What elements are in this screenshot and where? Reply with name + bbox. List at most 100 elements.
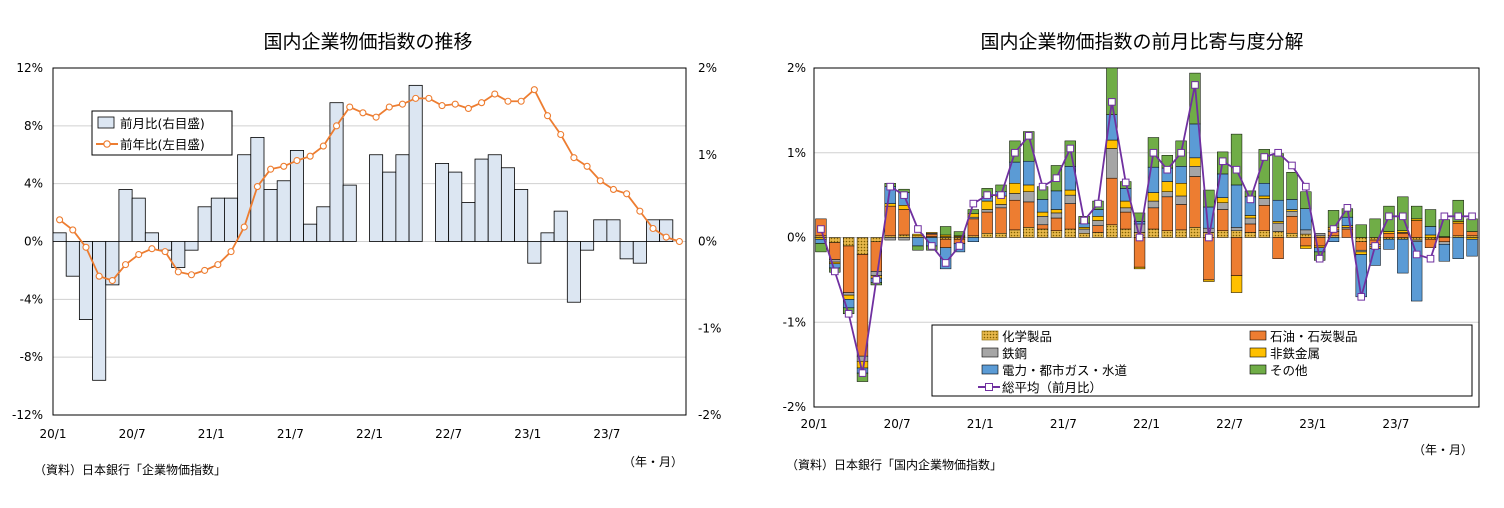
right-bar-segment xyxy=(842,292,855,296)
right-bar-segment xyxy=(1175,166,1187,184)
right-bar-segment xyxy=(1438,241,1451,245)
right-bar-segment xyxy=(1189,176,1201,228)
right-bar-segment xyxy=(1438,244,1451,262)
right-line-marker xyxy=(1440,212,1449,221)
right-bar-segment xyxy=(912,237,924,247)
right-bar-segment xyxy=(1466,237,1478,240)
left-ytick-right: 2% xyxy=(698,61,717,75)
right-bar-segment xyxy=(939,238,952,248)
left-line-marker xyxy=(464,104,472,113)
left-line-marker xyxy=(187,271,196,279)
right-bar-segment xyxy=(926,233,938,237)
right-line-marker xyxy=(1232,165,1241,174)
right-bar-segment xyxy=(1203,189,1215,208)
right-bar-segment xyxy=(1078,233,1090,238)
left-bar xyxy=(92,241,107,381)
right-bar-segment xyxy=(884,237,896,241)
left-legend-box xyxy=(91,110,233,156)
left-xtick: 20/1 xyxy=(40,427,67,441)
right-line-marker xyxy=(969,199,978,208)
right-line-marker xyxy=(1218,157,1227,166)
right-bar-segment xyxy=(1424,234,1437,238)
right-bar-segment xyxy=(1050,212,1063,219)
right-stacked-bars xyxy=(815,67,1478,382)
right-bar-segment xyxy=(829,237,841,243)
left-ytick-right: 1% xyxy=(698,148,717,162)
left-line-marker xyxy=(623,190,631,198)
right-chart: 国内企業物価指数の前月比寄与度分解 2%1%0%-1%-2% 20/1 20/7 2… xyxy=(783,31,1480,472)
left-xtick: 20/7 xyxy=(119,427,146,441)
right-bar-segment xyxy=(1120,228,1132,238)
right-bar-segment xyxy=(884,235,896,238)
left-line-marker xyxy=(570,154,578,162)
right-line-marker xyxy=(1205,233,1213,242)
left-line-marker xyxy=(240,223,248,231)
right-bar-segment xyxy=(1286,171,1298,200)
right-bar-segment xyxy=(981,209,993,213)
right-line-marker xyxy=(1011,148,1019,157)
right-bar-segment xyxy=(1147,192,1160,202)
right-line-marker xyxy=(941,259,950,267)
left-bar xyxy=(435,163,450,242)
left-line-marker xyxy=(56,216,64,224)
right-bar-segment xyxy=(1452,221,1464,224)
left-bar xyxy=(448,171,463,242)
left-line-marker xyxy=(148,245,156,253)
right-bar-segment xyxy=(1438,237,1451,242)
right-bar-segment xyxy=(1300,245,1312,249)
right-bar-segment xyxy=(1147,228,1160,238)
right-bar-segment xyxy=(953,231,966,237)
left-bar xyxy=(131,197,146,242)
right-bar-segment xyxy=(1411,218,1423,221)
left-bar xyxy=(540,232,555,242)
right-line-marker xyxy=(872,276,881,284)
legend-label-other: その他 xyxy=(1270,363,1308,378)
left-bar xyxy=(395,154,410,242)
left-line-marker xyxy=(121,261,130,269)
right-bar-segment xyxy=(1397,233,1409,238)
right-bar-segment xyxy=(1230,227,1243,231)
right-line-marker xyxy=(914,225,922,233)
right-bar-segment xyxy=(1203,279,1215,282)
right-bar-segment xyxy=(1272,153,1284,201)
left-line-marker xyxy=(214,261,222,269)
left-bar xyxy=(527,241,542,264)
right-bar-segment xyxy=(1300,208,1312,231)
right-bar-segment xyxy=(898,234,910,238)
right-line-marker xyxy=(1426,254,1435,263)
right-xtick: 21/1 xyxy=(967,417,994,431)
right-bar-segment xyxy=(967,209,979,215)
left-legend: 前月比(右目盛) 前年比(左目盛) xyxy=(91,110,233,156)
left-line-marker xyxy=(517,97,525,105)
right-bar-segment xyxy=(1397,230,1409,233)
right-bar-segment xyxy=(1120,207,1132,213)
right-bar-segment xyxy=(1064,228,1076,238)
right-bar-segment xyxy=(1424,237,1437,240)
right-bar-segment xyxy=(1258,195,1270,199)
right-xtick: 23/7 xyxy=(1382,417,1409,431)
legend-label-petroleum: 石油・石炭製品 xyxy=(1270,329,1358,344)
right-legend-box xyxy=(931,324,1473,397)
right-plot-area xyxy=(813,67,1480,408)
right-bar-segment xyxy=(1050,190,1063,210)
left-line-marker xyxy=(543,112,552,120)
left-line-marker xyxy=(359,109,367,117)
right-bar-segment xyxy=(1300,191,1312,209)
right-bar-segment xyxy=(1369,218,1381,238)
right-bar-segment xyxy=(1424,226,1437,236)
left-line-marker xyxy=(596,177,604,185)
left-xtick: 22/1 xyxy=(356,427,383,441)
right-bar-segment xyxy=(1064,194,1076,204)
right-bar-segment xyxy=(967,218,979,237)
left-line-marker xyxy=(636,207,644,215)
right-bar-segment xyxy=(1009,229,1021,238)
right-bar-segment xyxy=(1175,204,1187,231)
right-bar-segment xyxy=(1230,237,1243,276)
right-bar-segment xyxy=(981,200,993,210)
right-line-marker xyxy=(1080,216,1088,225)
right-bar-segment xyxy=(967,237,979,242)
right-bar-segment xyxy=(1161,191,1173,198)
right-line-marker xyxy=(1038,182,1047,191)
left-bar xyxy=(263,189,278,242)
left-bar xyxy=(171,241,186,268)
